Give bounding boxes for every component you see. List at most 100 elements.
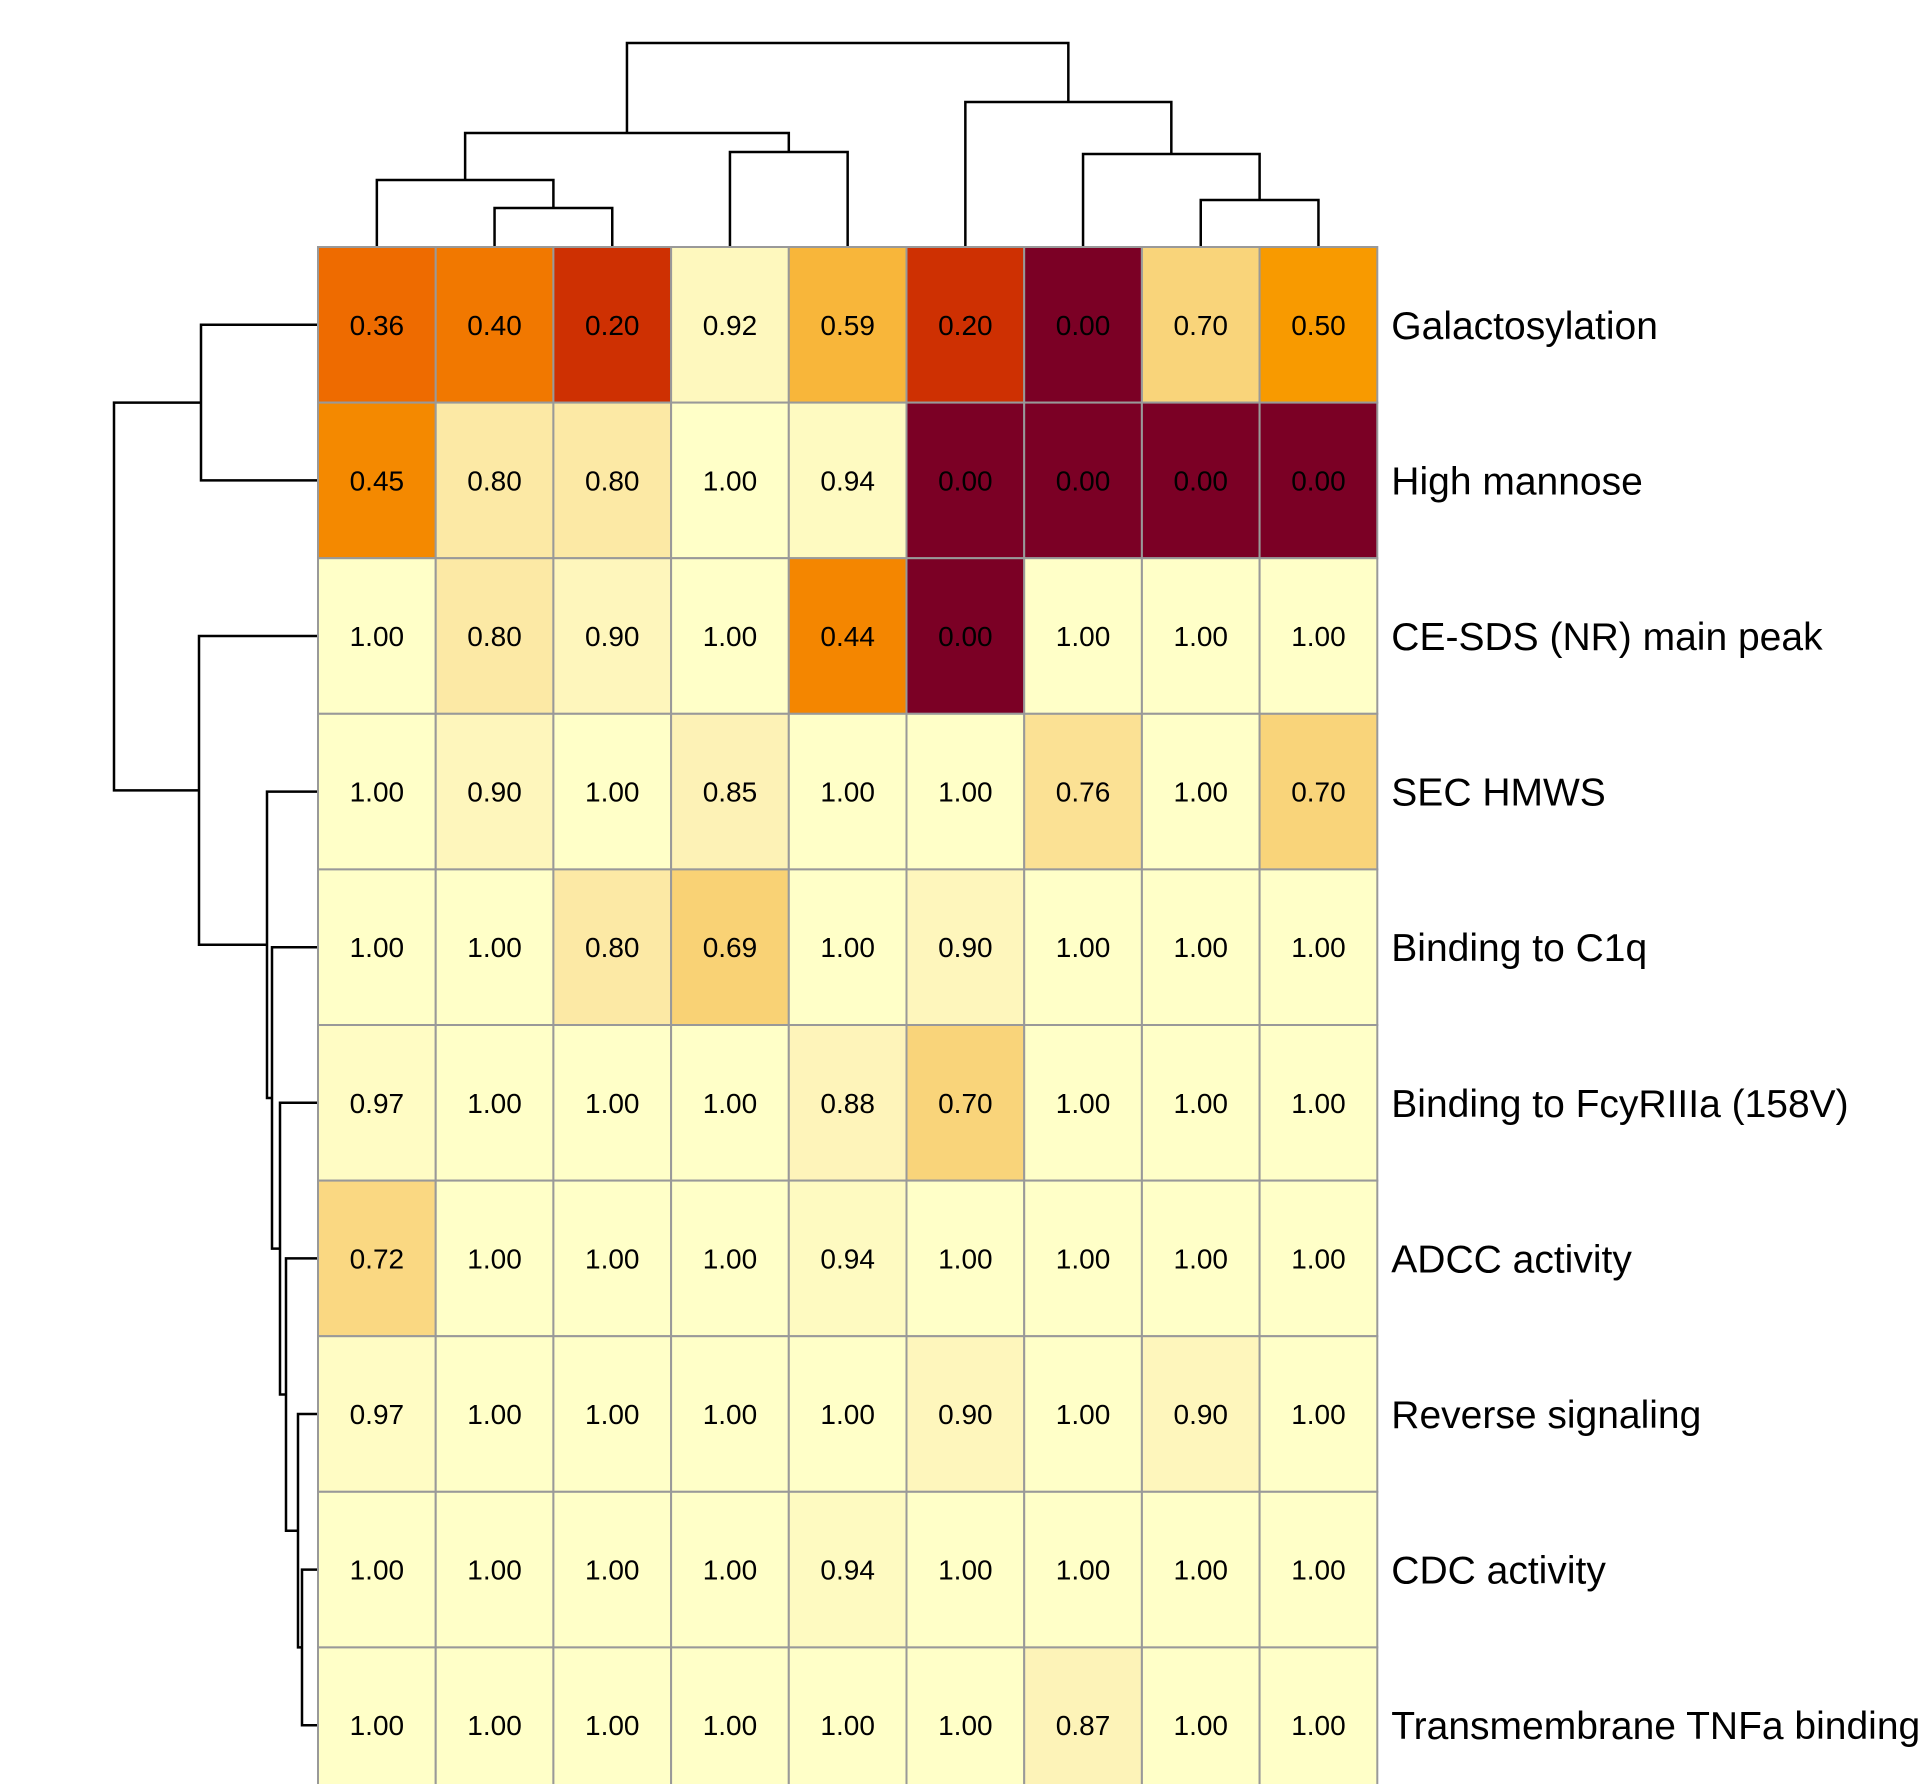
heatmap-cell	[787, 1646, 908, 1784]
heatmap-cell	[1023, 246, 1143, 404]
heatmap-cell	[434, 1024, 555, 1182]
dendrogram-branch	[112, 401, 201, 792]
cell-value-label: 0.94	[820, 1555, 875, 1586]
cell-value-label: 0.87	[1056, 1710, 1111, 1741]
heatmap-cell	[317, 557, 437, 715]
row-label: Galactosylation	[1391, 305, 1658, 348]
cell-value-label: 0.94	[820, 1243, 875, 1274]
cell-value-label: 1.00	[1174, 1243, 1229, 1274]
cell-value-label: 0.45	[350, 465, 405, 496]
cell-value-label: 1.00	[1291, 621, 1346, 652]
heatmap-cell	[552, 557, 673, 715]
dendrogram-branch	[199, 323, 317, 482]
dendrogram-branch	[1199, 198, 1320, 247]
heatmap-cell	[1140, 557, 1261, 715]
heatmap-cell	[317, 1179, 437, 1338]
cell-value-label: 0.92	[703, 310, 758, 341]
column-dendrogram	[375, 41, 1320, 247]
cell-value-label: 1.00	[1174, 621, 1229, 652]
heatmap-cell	[1023, 1490, 1143, 1649]
heatmap-cell	[1140, 1024, 1261, 1182]
cell-value-label: 1.00	[703, 1088, 758, 1119]
heatmap-cell	[1140, 401, 1261, 560]
cell-value-label: 1.00	[938, 777, 993, 808]
cell-value-label: 1.00	[1291, 1243, 1346, 1274]
heatmap-cell	[670, 1024, 790, 1182]
cell-value-label: 1.00	[820, 777, 875, 808]
heatmap-cell	[670, 1335, 790, 1493]
cell-value-label: 0.50	[1291, 310, 1346, 341]
cell-value-label: 1.00	[467, 1710, 522, 1741]
cell-value-label: 0.59	[820, 310, 875, 341]
cell-value-label: 1.00	[350, 777, 405, 808]
cell-value-label: 1.00	[1174, 932, 1229, 963]
cell-value-label: 0.70	[938, 1088, 993, 1119]
cell-value-label: 0.90	[1174, 1399, 1229, 1430]
row-label: Reverse signaling	[1391, 1394, 1701, 1437]
heatmap-cell	[434, 401, 555, 560]
cell-value-label: 1.00	[585, 1710, 640, 1741]
heatmap-cell	[434, 712, 555, 871]
heatmap-cell	[1258, 246, 1379, 404]
cell-value-label: 1.00	[703, 1399, 758, 1430]
cell-value-label: 1.00	[703, 621, 758, 652]
heatmap-cell	[670, 1646, 790, 1784]
row-label: Binding to FcyRIIIa (158V)	[1391, 1083, 1848, 1126]
cell-value-label: 0.70	[1174, 310, 1229, 341]
cell-value-label: 1.00	[1056, 932, 1111, 963]
cell-value-label: 1.00	[703, 1243, 758, 1274]
cell-value-label: 0.36	[350, 310, 405, 341]
heatmap-cell	[905, 1179, 1026, 1338]
cell-value-label: 1.00	[467, 1243, 522, 1274]
heatmap-cell	[317, 712, 437, 871]
heatmap-cell	[670, 557, 790, 715]
heatmap-cell	[787, 868, 908, 1027]
cell-value-label: 0.00	[938, 621, 993, 652]
dendrogram-branch	[625, 41, 1070, 133]
row-label: Transmembrane TNFa binding	[1391, 1705, 1920, 1748]
cell-value-label: 0.80	[585, 932, 640, 963]
cell-value-label: 1.00	[585, 1243, 640, 1274]
cell-value-label: 0.00	[938, 465, 993, 496]
cell-value-label: 0.94	[820, 465, 875, 496]
heatmap-cell	[552, 1646, 673, 1784]
heatmap-cell	[552, 1024, 673, 1182]
cell-value-label: 1.00	[1291, 1088, 1346, 1119]
dendrogram-branch	[300, 1568, 317, 1727]
heatmap-cell	[434, 1646, 555, 1784]
cell-value-label: 1.00	[585, 777, 640, 808]
heatmap-cell	[552, 246, 673, 404]
heatmap-cell	[552, 1490, 673, 1649]
cell-value-label: 0.88	[820, 1088, 875, 1119]
cell-value-label: 1.00	[467, 1088, 522, 1119]
cell-value-label: 1.00	[467, 1555, 522, 1586]
heatmap-cell	[905, 401, 1026, 560]
dendrogram-branch	[463, 131, 791, 180]
heatmap-cell	[434, 1335, 555, 1493]
heatmap-cell	[670, 401, 790, 560]
cell-value-label: 1.00	[938, 1710, 993, 1741]
cell-value-label: 1.00	[1056, 1555, 1111, 1586]
heatmap-cell	[787, 1024, 908, 1182]
cell-value-label: 1.00	[820, 932, 875, 963]
cell-value-label: 0.90	[938, 932, 993, 963]
dendrogram-branch	[265, 790, 317, 1100]
cell-value-label: 0.00	[1291, 465, 1346, 496]
cell-value-label: 0.20	[585, 310, 640, 341]
cell-value-label: 1.00	[820, 1399, 875, 1430]
cell-value-label: 0.00	[1056, 310, 1111, 341]
heatmap-cell	[1258, 1646, 1379, 1784]
cell-value-label: 1.00	[467, 1399, 522, 1430]
row-labels: Galactosylation High mannose CE-SDS (NR) m…	[1391, 305, 1920, 1748]
heatmap-cell	[1258, 868, 1379, 1027]
cell-value-label: 0.40	[467, 310, 522, 341]
cell-value-label: 1.00	[1291, 932, 1346, 963]
cell-value-label: 1.00	[703, 465, 758, 496]
cell-value-label: 1.00	[350, 1710, 405, 1741]
heatmap-cell	[317, 1490, 437, 1649]
cell-value-label: 0.97	[350, 1088, 405, 1119]
heatmap-cells: 0.36 0.40 0.20 0.92 0.59 0.20 0.00 0.70 0.50 0.45…	[317, 246, 1379, 1784]
heatmap-cell	[905, 246, 1026, 404]
heatmap-cell	[1258, 1335, 1379, 1493]
heatmap-cell	[1140, 1490, 1261, 1649]
